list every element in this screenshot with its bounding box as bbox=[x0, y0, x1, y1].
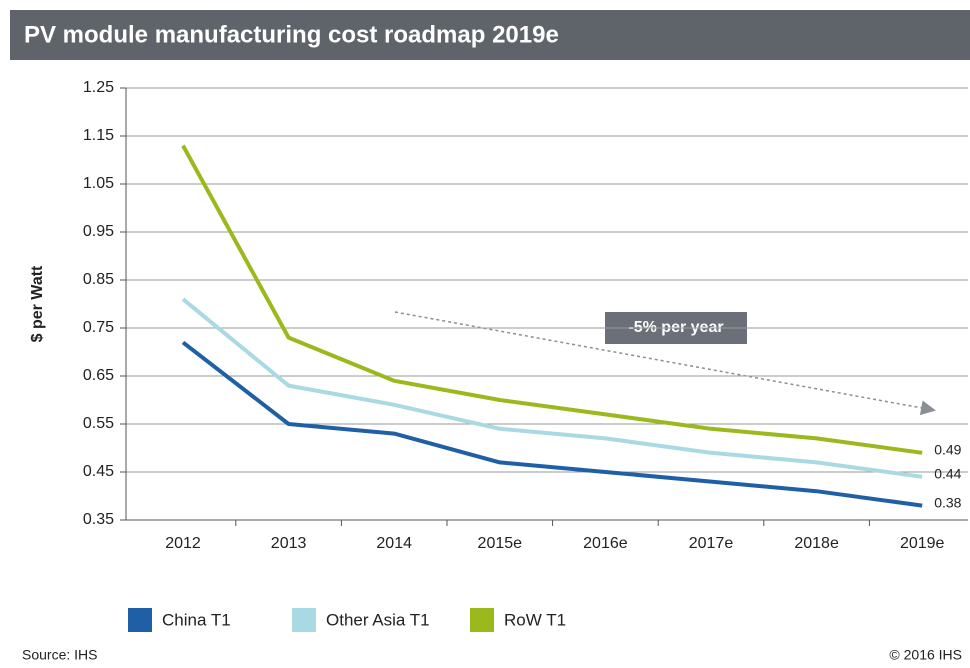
y-tick-label: 0.95 bbox=[83, 223, 114, 240]
title-bar bbox=[10, 10, 970, 60]
copyright: © 2016 IHS bbox=[889, 647, 962, 663]
y-tick-label: 0.35 bbox=[83, 511, 114, 528]
x-tick-label: 2018e bbox=[794, 535, 839, 552]
end-label: 0.44 bbox=[934, 466, 961, 482]
end-label: 0.49 bbox=[934, 442, 961, 458]
x-tick-label: 2017e bbox=[689, 535, 734, 552]
legend-swatch bbox=[470, 608, 494, 632]
x-tick-label: 2013 bbox=[271, 535, 307, 552]
y-tick-label: 0.45 bbox=[83, 463, 114, 480]
series-line bbox=[181, 340, 923, 508]
y-tick-label: 0.55 bbox=[83, 415, 114, 432]
series-line bbox=[181, 144, 923, 455]
x-tick-label: 2012 bbox=[165, 535, 201, 552]
x-tick-label: 2016e bbox=[583, 535, 628, 552]
chart-title: PV module manufacturing cost roadmap 201… bbox=[24, 21, 559, 48]
y-tick-label: 0.75 bbox=[83, 319, 114, 336]
y-tick-label: 1.05 bbox=[83, 175, 114, 192]
y-tick-label: 1.15 bbox=[83, 127, 114, 144]
legend-label: RoW T1 bbox=[504, 610, 566, 629]
y-axis-label: $ per Watt bbox=[29, 265, 46, 342]
y-tick-label: 0.85 bbox=[83, 271, 114, 288]
legend-label: China T1 bbox=[162, 610, 231, 629]
x-tick-label: 2015e bbox=[478, 535, 523, 552]
end-label: 0.38 bbox=[934, 494, 961, 510]
x-tick-label: 2019e bbox=[900, 535, 945, 552]
y-tick-label: 0.65 bbox=[83, 367, 114, 384]
legend-swatch bbox=[292, 608, 316, 632]
series-line bbox=[181, 297, 923, 479]
source: Source: IHS bbox=[22, 647, 97, 663]
legend-label: Other Asia T1 bbox=[326, 610, 430, 629]
x-tick-label: 2014 bbox=[376, 535, 412, 552]
legend-swatch bbox=[128, 608, 152, 632]
y-tick-label: 1.25 bbox=[83, 79, 114, 96]
